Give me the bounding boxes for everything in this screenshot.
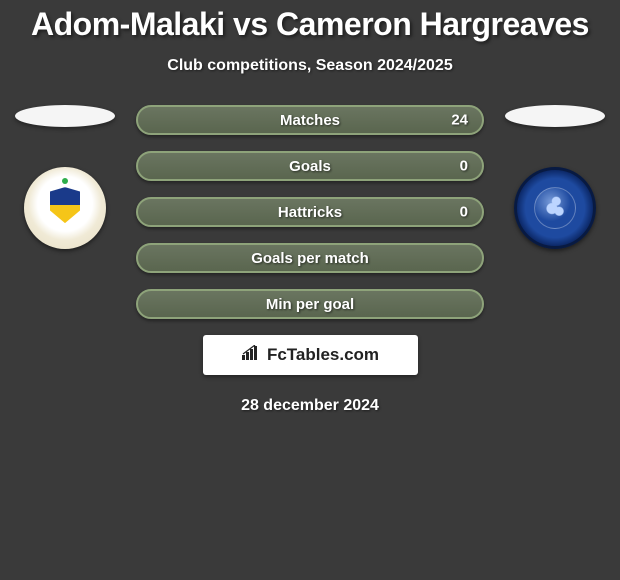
stats-column: Matches 24 Goals 0 Hattricks 0 Goals per…: [136, 105, 484, 319]
stat-value-right: 0: [460, 158, 468, 175]
attribution-badge[interactable]: FcTables.com: [203, 335, 418, 375]
stat-value-right: 0: [460, 204, 468, 221]
right-flag-ellipse: [505, 105, 605, 127]
stat-label: Min per goal: [266, 296, 354, 313]
left-player-column: [10, 105, 120, 249]
bar-chart-icon: [241, 345, 261, 366]
page-subtitle: Club competitions, Season 2024/2025: [0, 57, 620, 75]
date-label: 28 december 2024: [0, 397, 620, 415]
stat-row-min-per-goal: Min per goal: [136, 289, 484, 319]
stat-value-right: 24: [451, 112, 468, 129]
page-title: Adom-Malaki vs Cameron Hargreaves: [0, 0, 620, 43]
stat-row-hattricks: Hattricks 0: [136, 197, 484, 227]
stat-label: Hattricks: [278, 204, 342, 221]
stat-row-matches: Matches 24: [136, 105, 484, 135]
left-flag-ellipse: [15, 105, 115, 127]
stat-row-goals-per-match: Goals per match: [136, 243, 484, 273]
stat-row-goals: Goals 0: [136, 151, 484, 181]
stat-label: Goals: [289, 158, 331, 175]
attribution-text: FcTables.com: [267, 345, 379, 365]
right-player-column: [500, 105, 610, 249]
stat-label: Matches: [280, 112, 340, 129]
club-badge-left: [24, 167, 106, 249]
comparison-row: Matches 24 Goals 0 Hattricks 0 Goals per…: [0, 105, 620, 319]
club-badge-right: [514, 167, 596, 249]
stat-label: Goals per match: [251, 250, 369, 267]
